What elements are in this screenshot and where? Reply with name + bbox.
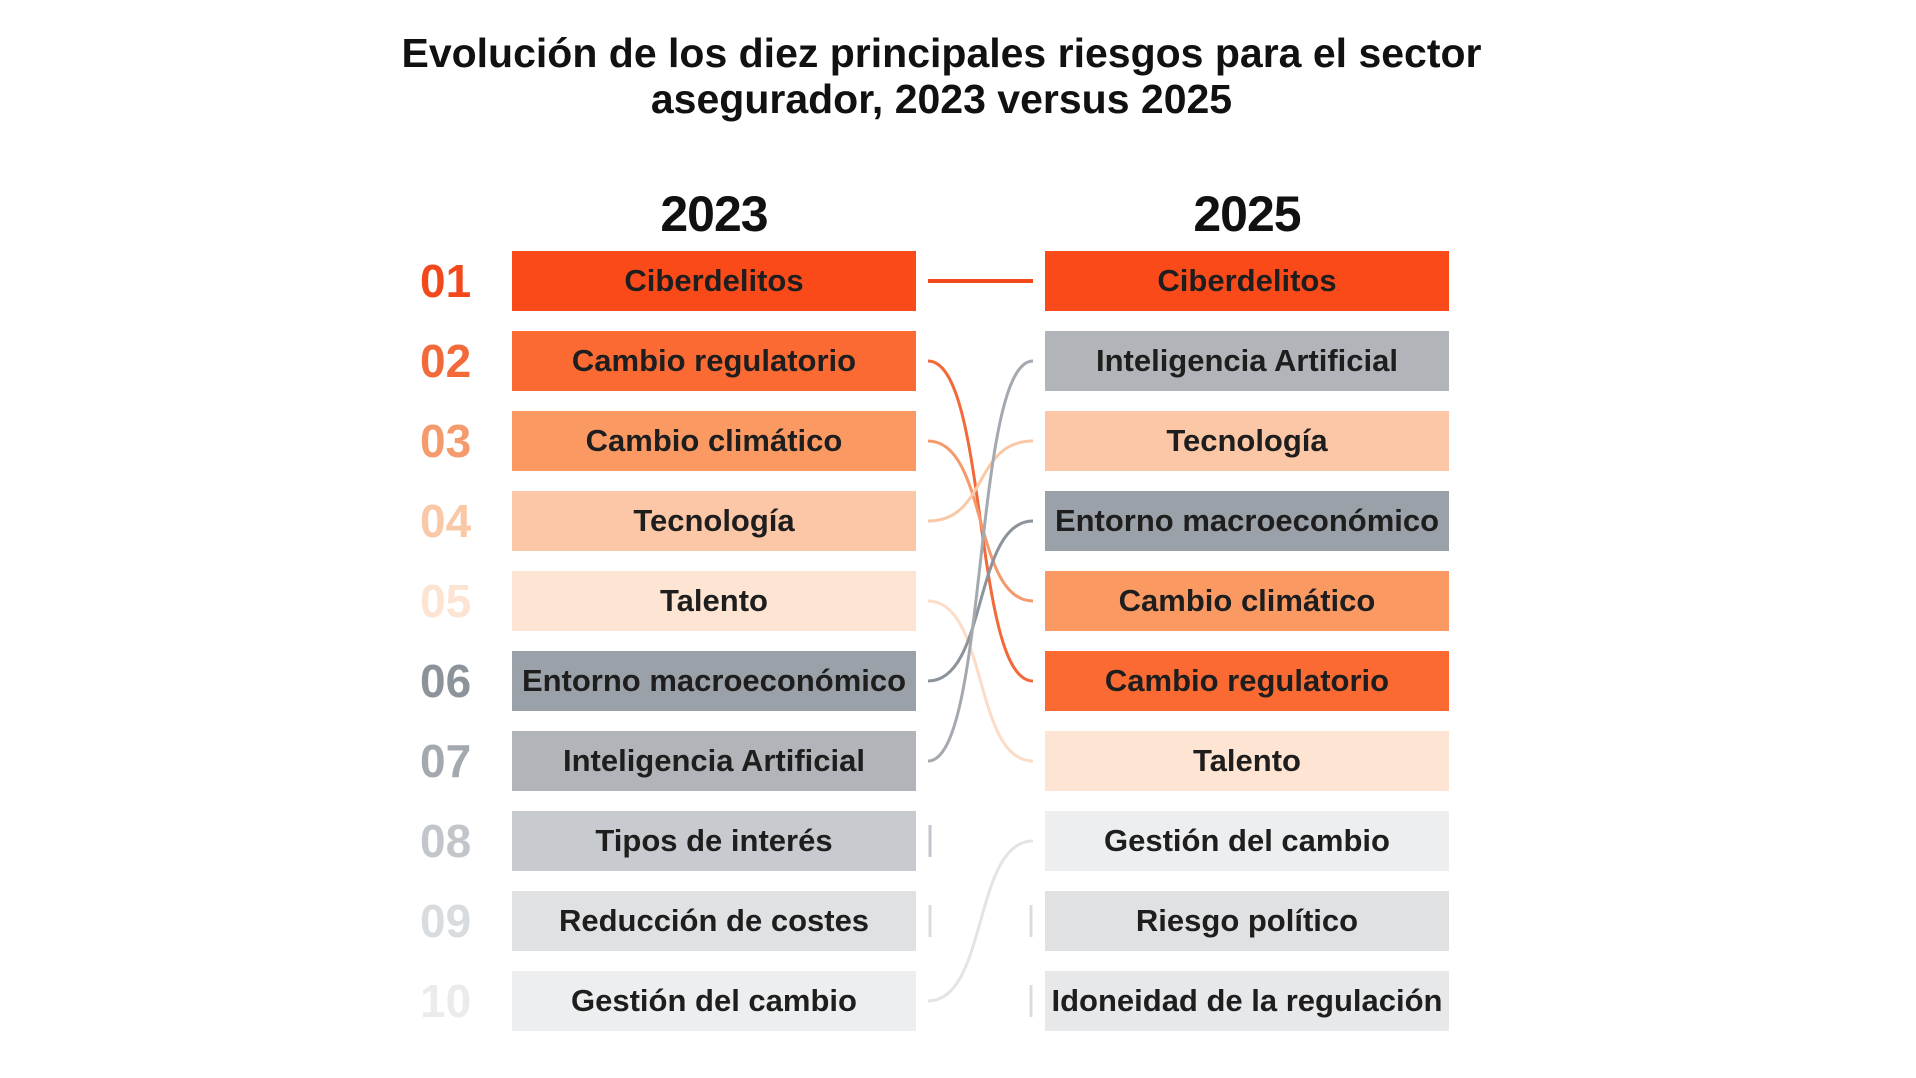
connection-line-4-to-3 <box>927 439 1034 523</box>
risk-box-2025-02: Inteligencia Artificial <box>1045 331 1449 391</box>
risk-box-2025-07: Talento <box>1045 731 1449 791</box>
risk-box-2023-04: Tecnología <box>512 491 916 551</box>
connection-line-3-to-5 <box>927 439 1034 603</box>
title-line-1: Evolución de los diez principales riesgo… <box>401 30 1482 76</box>
connection-line-10-to-8 <box>927 839 1034 1003</box>
risk-box-2025-10: Idoneidad de la regulación <box>1045 971 1449 1031</box>
risk-box-2025-04: Entorno macroeconómico <box>1045 491 1449 551</box>
rank-number-04: 04 <box>420 495 472 547</box>
risk-box-2023-05: Talento <box>512 571 916 631</box>
risk-box-2023-01: Ciberdelitos <box>512 251 916 311</box>
rank-number-02: 02 <box>420 335 472 387</box>
rank-number-08: 08 <box>420 815 472 867</box>
risk-box-2025-06: Cambio regulatorio <box>1045 651 1449 711</box>
risk-box-2023-02: Cambio regulatorio <box>512 331 916 391</box>
connection-line-5-to-7 <box>927 599 1034 763</box>
chart-title: Evolución de los diez principales riesgo… <box>0 30 1883 122</box>
risk-box-2023-03: Cambio climático <box>512 411 916 471</box>
rank-number-06: 06 <box>420 655 472 707</box>
rank-number-10: 10 <box>420 975 472 1027</box>
risk-box-2025-01: Ciberdelitos <box>1045 251 1449 311</box>
risk-box-2025-03: Tecnología <box>1045 411 1449 471</box>
risk-box-2023-06: Entorno macroeconómico <box>512 651 916 711</box>
risk-box-2023-10: Gestión del cambio <box>512 971 916 1031</box>
column-header-2023: 2023 <box>660 186 768 242</box>
rank-number-07: 07 <box>420 735 472 787</box>
column-header-2025: 2025 <box>1193 186 1301 242</box>
risk-box-2025-05: Cambio climático <box>1045 571 1449 631</box>
connection-line-6-to-4 <box>927 519 1034 683</box>
risk-box-2023-08: Tipos de interés <box>512 811 916 871</box>
rank-number-03: 03 <box>420 415 472 467</box>
risk-box-2023-09: Reducción de costes <box>512 891 916 951</box>
rank-number-01: 01 <box>420 255 472 307</box>
connection-line-7-to-2 <box>927 359 1034 763</box>
title-line-2: asegurador, 2023 versus 2025 <box>650 76 1233 122</box>
risk-box-2025-09: Riesgo político <box>1045 891 1449 951</box>
risk-box-2025-08: Gestión del cambio <box>1045 811 1449 871</box>
rank-number-05: 05 <box>420 575 472 627</box>
rank-number-09: 09 <box>420 895 472 947</box>
risk-box-2023-07: Inteligencia Artificial <box>512 731 916 791</box>
